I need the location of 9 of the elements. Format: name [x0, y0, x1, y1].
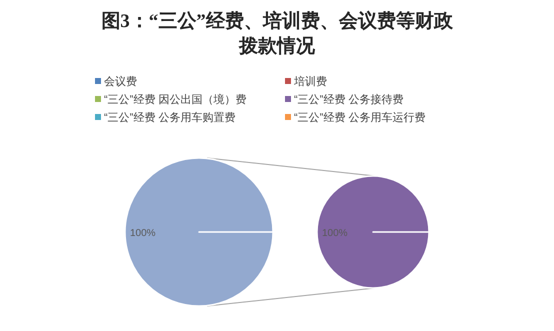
chart-title: 图3：“三公”经费、培训费、会议费等财政拨款情况	[101, 10, 454, 57]
legend-label: “三公”经费 因公出国（境）费	[104, 93, 246, 106]
data-label: 100%	[130, 228, 156, 239]
data-label: 100%	[322, 228, 348, 239]
legend-label: “三公”经费 公务用车购置费	[104, 111, 236, 124]
legend-label: “三公”经费 公务接待费	[294, 93, 404, 106]
legend-label: 会议费	[104, 75, 137, 88]
legend-label: 培训费	[293, 75, 327, 88]
legend-label: “三公”经费 公务用车运行费	[294, 111, 426, 124]
